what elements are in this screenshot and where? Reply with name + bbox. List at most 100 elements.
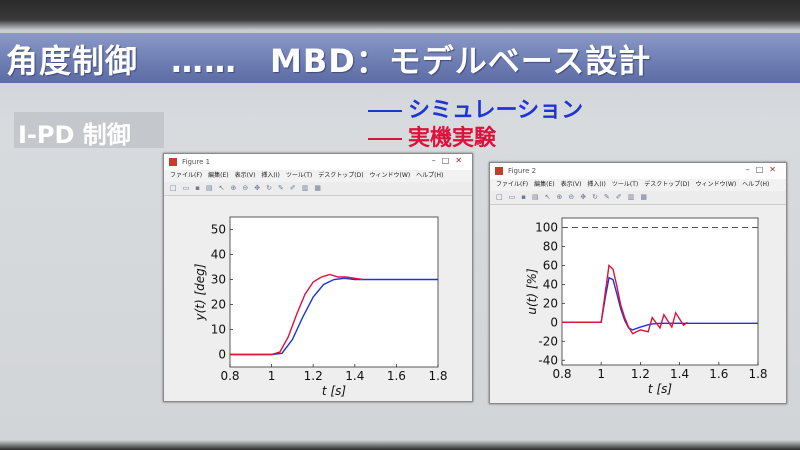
zoom-in-icon[interactable]: ⊕: [556, 193, 563, 201]
x-tick-label: 1: [268, 369, 276, 383]
maximize-icon[interactable]: □: [441, 156, 456, 165]
title-bar: [0, 33, 800, 83]
x-tick-label: 1.8: [428, 369, 447, 383]
menu-window[interactable]: ウィンドウ(W): [369, 172, 411, 179]
close-icon[interactable]: ✕: [455, 156, 468, 165]
x-axis-label: t [s]: [322, 384, 346, 398]
y-tick-label: 30: [211, 273, 226, 287]
matlab-figure-icon: [495, 167, 503, 175]
x-tick-label: 1.2: [304, 369, 323, 383]
open-icon[interactable]: ▭: [182, 184, 190, 192]
zoom-out-icon[interactable]: ⊖: [568, 193, 575, 201]
y-tick-label: 80: [543, 239, 558, 253]
y-tick-label: 50: [211, 223, 226, 237]
y-tick-label: 40: [543, 277, 558, 291]
x-tick-label: 1.4: [670, 367, 689, 381]
menu-desktop[interactable]: デスクトップ(D): [318, 172, 364, 179]
matlab-figure-icon: [169, 158, 177, 166]
pan-icon[interactable]: ✥: [580, 193, 587, 201]
zoom-in-icon[interactable]: ⊕: [230, 184, 237, 192]
figure-2-menubar: ファイル(F) 編集(E) 表示(V) 挿入(I) ツール(T) デスクトップ(D) ウィン…: [490, 179, 786, 191]
y-tick-label: 40: [211, 248, 226, 262]
new-icon[interactable]: □: [170, 184, 177, 192]
brush-icon[interactable]: ✐: [615, 193, 622, 201]
legend-experiment-label: 実機実験: [408, 126, 497, 151]
series-line-2: [230, 273, 364, 356]
legend-icon[interactable]: ▦: [640, 193, 647, 201]
print-icon[interactable]: ▤: [206, 184, 213, 192]
menu-edit[interactable]: 編集(E): [208, 172, 229, 179]
brush-icon[interactable]: ✐: [289, 184, 296, 192]
legend-simulation-label: シミュレーション: [408, 98, 584, 123]
slide-title: 角度制御 …… MBD：モデルベース設計: [6, 42, 652, 80]
figure-1-menubar: ファイル(F) 編集(E) 表示(V) 挿入(I) ツール(T) デスクトップ(D) ウィン…: [164, 170, 472, 182]
x-tick-label: 1.4: [345, 369, 364, 383]
minimize-icon[interactable]: –: [431, 156, 442, 165]
x-axis-label: t [s]: [648, 382, 672, 396]
y-tick-label: 20: [211, 298, 226, 312]
save-icon[interactable]: ▪: [195, 184, 200, 192]
zoom-out-icon[interactable]: ⊖: [242, 184, 249, 192]
plot-area-1[interactable]: 0.8 1 1.2 1.4 1.6 1.8 0 10 20 30 40 50 t [s] y(t) [de…: [164, 154, 472, 401]
figure-2-titlebar[interactable]: Figure 2 –□✕: [490, 163, 786, 179]
pointer-icon[interactable]: ↖: [544, 193, 551, 201]
pan-icon[interactable]: ✥: [254, 184, 261, 192]
legend-icon[interactable]: ▦: [314, 184, 321, 192]
y-tick-label: 20: [543, 296, 558, 310]
x-tick-label: 1.6: [709, 367, 728, 381]
y-tick-label: 60: [543, 258, 558, 272]
legend-line-red: [368, 138, 402, 140]
menu-file[interactable]: ファイル(F): [496, 181, 529, 188]
legend-experiment: 実機実験: [368, 120, 496, 152]
menu-file[interactable]: ファイル(F): [170, 172, 203, 179]
figure-window-1[interactable]: Figure 1 –□✕ ファイル(F) 編集(E) 表示(V) 挿入(I) ツール(T…: [163, 153, 473, 402]
menu-view[interactable]: 表示(V): [560, 181, 582, 188]
legend-line-blue: [368, 110, 402, 112]
menu-edit[interactable]: 編集(E): [534, 181, 555, 188]
y-tick-label: 10: [211, 323, 226, 337]
y-tick-label: 100: [535, 220, 558, 234]
close-icon[interactable]: ✕: [769, 165, 782, 174]
figure-2-toolbar: □ ▭ ▪ ▤ ↖ ⊕ ⊖ ✥ ↻ ✎ ✐ ▥ ▦: [490, 191, 786, 205]
menu-window[interactable]: ウィンドウ(W): [695, 181, 737, 188]
series-line-2: [562, 263, 688, 335]
y-axis-label: u(t) [%]: [525, 268, 539, 315]
y-tick-label: 0: [550, 315, 558, 329]
figure-1-toolbar: □ ▭ ▪ ▤ ↖ ⊕ ⊖ ✥ ↻ ✎ ✐ ▥ ▦: [164, 182, 472, 196]
y-axis-label: y(t) [deg]: [193, 263, 207, 321]
print-icon[interactable]: ▤: [532, 193, 539, 201]
y-tick-label: 0: [218, 348, 226, 362]
menu-help[interactable]: ヘルプ(H): [416, 172, 444, 179]
colorbar-icon[interactable]: ▥: [301, 184, 309, 192]
section-label-box: I-PD 制御: [14, 112, 164, 149]
axes-frame: [229, 216, 439, 368]
colorbar-icon[interactable]: ▥: [627, 193, 635, 201]
figure-window-2[interactable]: Figure 2 –□✕ ファイル(F) 編集(E) 表示(V) 挿入(I) ツール(T…: [489, 162, 787, 404]
open-icon[interactable]: ▭: [508, 193, 516, 201]
datacursor-icon[interactable]: ✎: [278, 184, 284, 192]
menu-tools[interactable]: ツール(T): [285, 172, 313, 179]
minimize-icon[interactable]: –: [745, 165, 756, 174]
rotate-icon[interactable]: ↻: [592, 193, 598, 201]
menu-view[interactable]: 表示(V): [234, 172, 256, 179]
pointer-icon[interactable]: ↖: [218, 184, 225, 192]
menu-insert[interactable]: 挿入(I): [587, 181, 606, 188]
x-tick-label: 0.8: [552, 367, 571, 381]
save-icon[interactable]: ▪: [521, 193, 526, 201]
datacursor-icon[interactable]: ✎: [604, 193, 610, 201]
figure-1-title: Figure 1: [182, 158, 211, 166]
x-tick-label: 1: [597, 367, 605, 381]
plot-area-2[interactable]: 0.8 1 1.2 1.4 1.6 1.8 -40 -20 0 20 40 60 80 100 t [s] u…: [490, 163, 786, 403]
y-tick-label: -20: [538, 334, 558, 348]
rotate-icon[interactable]: ↻: [266, 184, 272, 192]
menu-tools[interactable]: ツール(T): [611, 181, 639, 188]
menu-desktop[interactable]: デスクトップ(D): [644, 181, 690, 188]
menu-insert[interactable]: 挿入(I): [261, 172, 280, 179]
new-icon[interactable]: □: [496, 193, 503, 201]
menu-help[interactable]: ヘルプ(H): [742, 181, 770, 188]
window-controls: –□✕: [746, 165, 782, 174]
maximize-icon[interactable]: □: [755, 165, 770, 174]
y-tick-label: -40: [538, 353, 558, 367]
figure-1-titlebar[interactable]: Figure 1 –□✕: [164, 154, 472, 170]
